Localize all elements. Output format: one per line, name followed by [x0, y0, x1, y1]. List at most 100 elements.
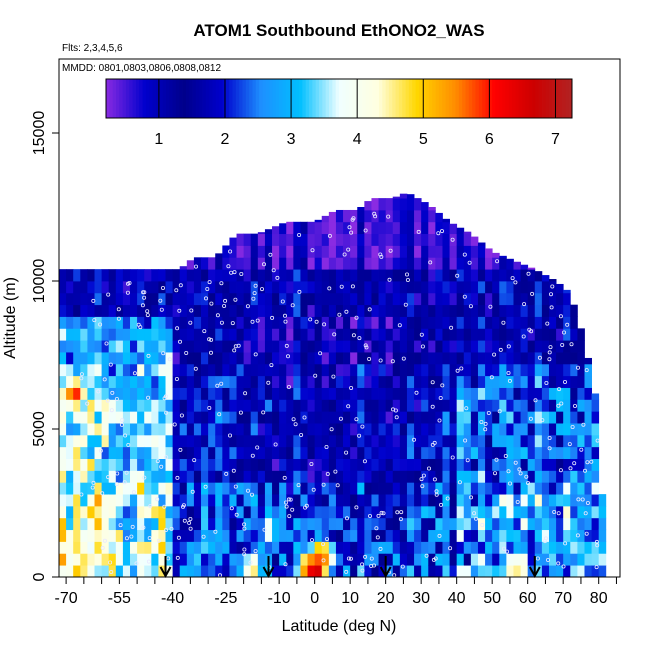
field-cell	[506, 375, 514, 388]
field-cell	[144, 411, 152, 424]
field-cell	[122, 494, 131, 507]
field-cell	[392, 352, 401, 365]
field-cell	[435, 446, 443, 459]
field-cell	[272, 541, 280, 554]
colorbar-segment	[408, 79, 413, 118]
field-cell	[222, 434, 230, 448]
field-cell	[449, 340, 458, 353]
field-cell	[229, 553, 237, 566]
field-cell	[449, 304, 458, 317]
field-cell	[556, 494, 564, 507]
field-cell	[236, 233, 245, 246]
field-cell	[485, 387, 493, 400]
field-cell	[492, 494, 500, 507]
field-cell	[307, 340, 316, 353]
field-cell	[208, 269, 216, 282]
sample-point	[367, 514, 372, 519]
field-cell	[570, 505, 578, 519]
sample-point	[561, 564, 566, 569]
field-cell	[208, 553, 216, 566]
colorbar-segment	[132, 79, 137, 118]
colorbar-segment	[428, 79, 433, 118]
sample-point	[106, 475, 111, 480]
field-cell	[73, 399, 81, 412]
field-cell	[286, 529, 294, 542]
field-cell	[243, 340, 252, 353]
field-cell	[300, 375, 308, 388]
field-cell	[435, 505, 443, 519]
colorbar-segment	[482, 79, 486, 118]
field-cell	[193, 399, 202, 412]
field-cell	[350, 304, 358, 317]
field-cell	[513, 434, 521, 448]
field-cell	[399, 399, 408, 412]
sample-point	[318, 351, 323, 356]
field-cell	[108, 517, 117, 531]
field-cell	[378, 245, 387, 258]
field-cell	[165, 482, 174, 495]
field-cell	[172, 434, 181, 448]
sample-points	[79, 211, 600, 578]
field-cell	[272, 399, 280, 412]
field-cell	[186, 375, 195, 388]
field-cell	[272, 304, 280, 317]
field-cell	[414, 505, 422, 519]
field-cell	[541, 304, 550, 317]
field-cell	[101, 529, 110, 542]
field-cell	[208, 399, 216, 412]
sample-point	[346, 556, 351, 561]
field-cell	[165, 517, 174, 531]
field-cell	[286, 517, 294, 531]
sample-point	[224, 471, 229, 476]
field-cell	[378, 423, 387, 436]
field-cell	[485, 269, 493, 282]
field-cell	[87, 458, 95, 471]
field-cell	[201, 517, 209, 531]
field-cell	[534, 470, 543, 483]
sample-point	[261, 262, 266, 267]
field-cell	[591, 458, 600, 471]
field-cell	[115, 340, 124, 353]
field-cell	[321, 517, 330, 531]
sample-point	[387, 277, 392, 282]
colorbar-segment	[438, 79, 443, 118]
field-cell	[470, 399, 479, 412]
field-cell	[59, 328, 67, 341]
field-cell	[229, 517, 237, 531]
field-cell	[250, 470, 259, 483]
field-cell	[137, 340, 145, 353]
field-cell	[499, 304, 507, 317]
field-cell	[59, 565, 67, 578]
field-cell	[172, 482, 181, 495]
field-cell	[350, 233, 358, 246]
sample-point	[530, 291, 535, 296]
field-cell	[272, 340, 280, 353]
field-cell	[556, 470, 564, 483]
field-cell	[115, 363, 124, 377]
sample-point	[253, 283, 258, 288]
field-cell	[94, 553, 103, 566]
field-cell	[385, 363, 394, 377]
sample-point	[529, 329, 534, 334]
field-cell	[591, 529, 600, 542]
field-cell	[272, 292, 280, 306]
field-cell	[130, 541, 138, 554]
sample-point	[338, 416, 343, 421]
field-cell	[598, 553, 607, 566]
field-cell	[87, 340, 95, 353]
field-cell	[435, 411, 443, 424]
field-cell	[343, 553, 351, 566]
field-cell	[80, 529, 88, 542]
field-cell	[108, 434, 117, 448]
field-cell	[541, 363, 550, 377]
field-cell	[172, 399, 181, 412]
field-cell	[364, 446, 372, 459]
sample-point	[398, 517, 403, 522]
field-cell	[456, 387, 465, 400]
field-cell	[59, 316, 67, 329]
field-cell	[215, 446, 223, 459]
sample-point	[547, 446, 552, 451]
field-cell	[534, 458, 543, 471]
field-cell	[364, 316, 372, 329]
field-cell	[456, 257, 465, 270]
